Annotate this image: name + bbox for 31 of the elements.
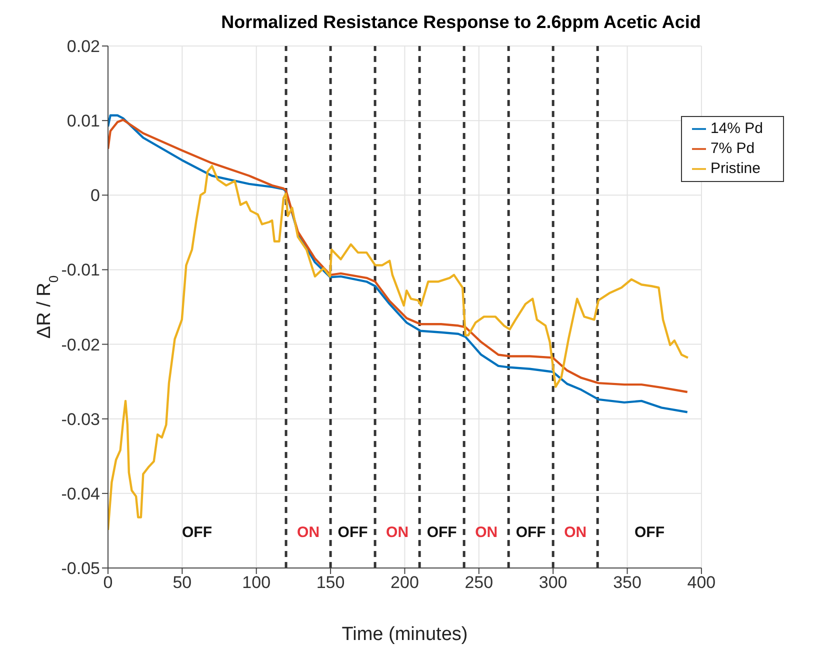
x-tick-label: 0 [103,573,113,592]
y-tick-label: -0.01 [61,260,100,280]
x-tick-label: 350 [613,573,642,592]
x-tick-label: 400 [687,573,716,592]
annotation: OFF [182,524,212,541]
legend-label: 14% Pd [710,120,763,137]
annotation: OFF [426,524,457,541]
y-tick-label: -0.04 [61,484,100,504]
y-tick-label: -0.02 [61,335,100,354]
x-tick-label: 200 [390,573,419,592]
x-axis-title: Time (minutes) [342,624,468,645]
annotation: ON [564,524,587,541]
legend-label: 7% Pd [710,140,755,157]
x-tick-label: 300 [538,573,568,592]
annotation: OFF [516,524,546,541]
annotation: ON [297,524,320,541]
chart-title: Normalized Resistance Response to 2.6ppm Acetic Acid [220,11,702,34]
annotation: OFF [634,524,665,541]
x-tick-label: 50 [172,573,192,592]
x-tick-label: 250 [464,573,494,592]
annotation: ON [475,524,498,541]
annotation: OFF [338,524,368,541]
y-tick-label: 0.01 [66,112,100,131]
x-tick-label: 100 [242,573,271,592]
y-tick-label: 0.02 [66,37,100,56]
y-tick-label: 0 [90,186,100,206]
legend-label: Pristine [710,160,760,177]
y-tick-label: -0.03 [61,410,100,429]
y-tick-label: -0.05 [61,559,100,578]
x-tick-label: 150 [316,573,345,592]
annotation: ON [386,524,409,541]
